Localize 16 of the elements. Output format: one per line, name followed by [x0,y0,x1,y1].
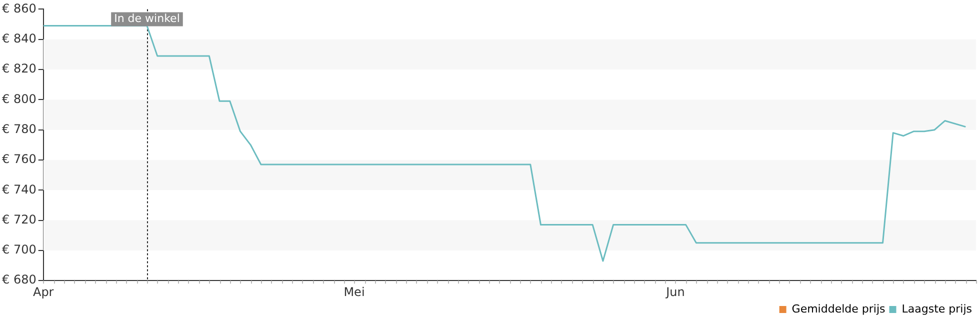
legend-label: Gemiddelde prijs [792,302,886,316]
legend-label: Laagste prijs [902,302,972,316]
y-tick-label: € 720 [2,212,36,226]
x-tick-label: Jun [665,284,685,299]
y-tick-label: € 760 [2,152,36,166]
ref-line-label: In de winkel [114,12,180,26]
y-tick-label: € 780 [2,122,36,136]
x-tick-label: Mei [344,284,365,299]
y-tick-label: € 740 [2,182,36,196]
y-tick-label: € 680 [2,272,36,287]
y-tick-label: € 820 [2,62,36,76]
y-tick-label: € 700 [2,242,36,257]
y-tick-label: € 800 [2,92,36,106]
y-tick-label: € 840 [2,31,36,46]
x-tick-label: Apr [32,284,54,299]
y-tick-label: € 860 [2,1,36,16]
